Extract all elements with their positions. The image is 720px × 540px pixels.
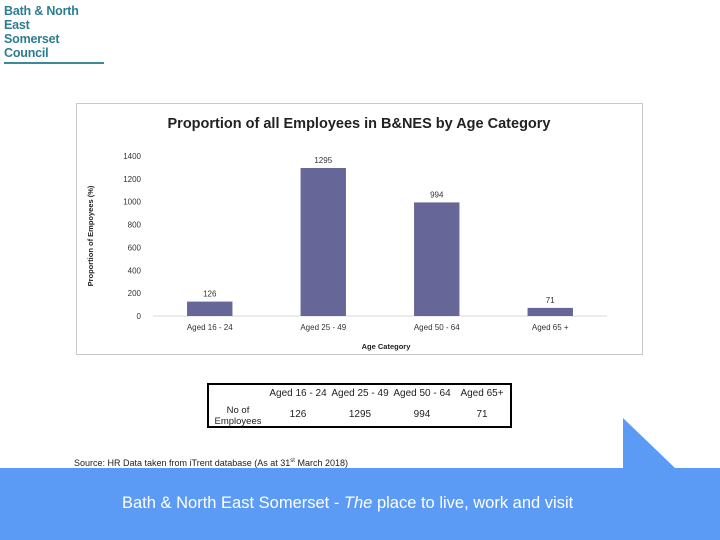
data-label-3: 994	[430, 190, 444, 199]
x-tick-label-2: Aged 25 - 49	[300, 323, 346, 332]
x-tick-label-3: Aged 50 - 64	[414, 323, 460, 332]
bar-2	[300, 168, 346, 316]
logo-line-2: Somerset Council	[4, 32, 60, 60]
data-table: Aged 16 - 24 Aged 25 - 49 Aged 50 - 64 A…	[207, 383, 512, 428]
y-tick-label: 200	[128, 289, 142, 298]
bar-chart-svg: Proportion of all Employees in B&NES by …	[86, 116, 607, 351]
bar-1	[187, 301, 233, 316]
source-prefix: Source: HR Data taken from iTrent databa…	[74, 458, 291, 468]
bar-3	[414, 202, 460, 316]
y-tick-label: 1000	[123, 198, 141, 207]
council-logo: Bath & North East Somerset Council	[4, 4, 104, 64]
logo-line-1: Bath & North East	[4, 4, 79, 32]
data-label-2: 1295	[314, 156, 332, 165]
footer-tagline: Bath & North East Somerset - The place t…	[122, 494, 573, 513]
table-header-aged-50-64: Aged 50 - 64	[393, 388, 451, 399]
x-axis-label: Age Category	[362, 342, 412, 351]
footer-italic: The	[343, 494, 373, 512]
table-row-label-line-1: No of	[226, 405, 250, 416]
y-axis-label: Proportion of Empoyees (%)	[86, 185, 95, 286]
chart-title: Proportion of all Employees in B&NES by …	[168, 116, 551, 132]
y-tick-label: 0	[137, 312, 142, 321]
x-tick-label-1: Aged 16 - 24	[187, 323, 233, 332]
table-header-row: Aged 16 - 24 Aged 25 - 49 Aged 50 - 64 A…	[209, 388, 510, 400]
footer-prefix: Bath & North East Somerset -	[122, 494, 344, 512]
y-tick-label: 400	[128, 266, 142, 275]
source-suffix: March 2018)	[294, 458, 348, 468]
table-cell-aged-16-24: 126	[289, 409, 307, 420]
bar-chart: Proportion of all Employees in B&NES by …	[76, 103, 643, 355]
data-label-4: 71	[546, 296, 555, 305]
x-tick-label-4: Aged 65 +	[532, 323, 569, 332]
table-row: 126 1295 994 71	[209, 409, 510, 421]
y-tick-label: 800	[128, 221, 142, 230]
table-row-label: No of Employees	[211, 405, 265, 427]
table-cell-aged-25-49: 1295	[348, 409, 372, 420]
bar-4	[527, 307, 573, 316]
footer-corner-shape	[623, 418, 675, 468]
table-header-aged-16-24: Aged 16 - 24	[269, 388, 327, 399]
source-superscript: st	[290, 458, 295, 464]
table-row-label-line-2: Employees	[214, 416, 262, 427]
y-tick-label: 1200	[123, 175, 141, 184]
y-tick-label: 600	[128, 243, 142, 252]
table-cell-aged-65-plus: 71	[476, 409, 488, 420]
footer-suffix: place to live, work and visit	[372, 494, 574, 512]
table-cell-aged-50-64: 994	[413, 409, 431, 420]
table-header-aged-25-49: Aged 25 - 49	[331, 388, 389, 399]
footer-banner	[0, 468, 720, 540]
source-note: Source: HR Data taken from iTrent databa…	[74, 458, 348, 468]
data-label-1: 126	[203, 290, 217, 299]
table-header-aged-65-plus: Aged 65+	[460, 388, 504, 399]
y-tick-label: 1400	[123, 152, 141, 161]
